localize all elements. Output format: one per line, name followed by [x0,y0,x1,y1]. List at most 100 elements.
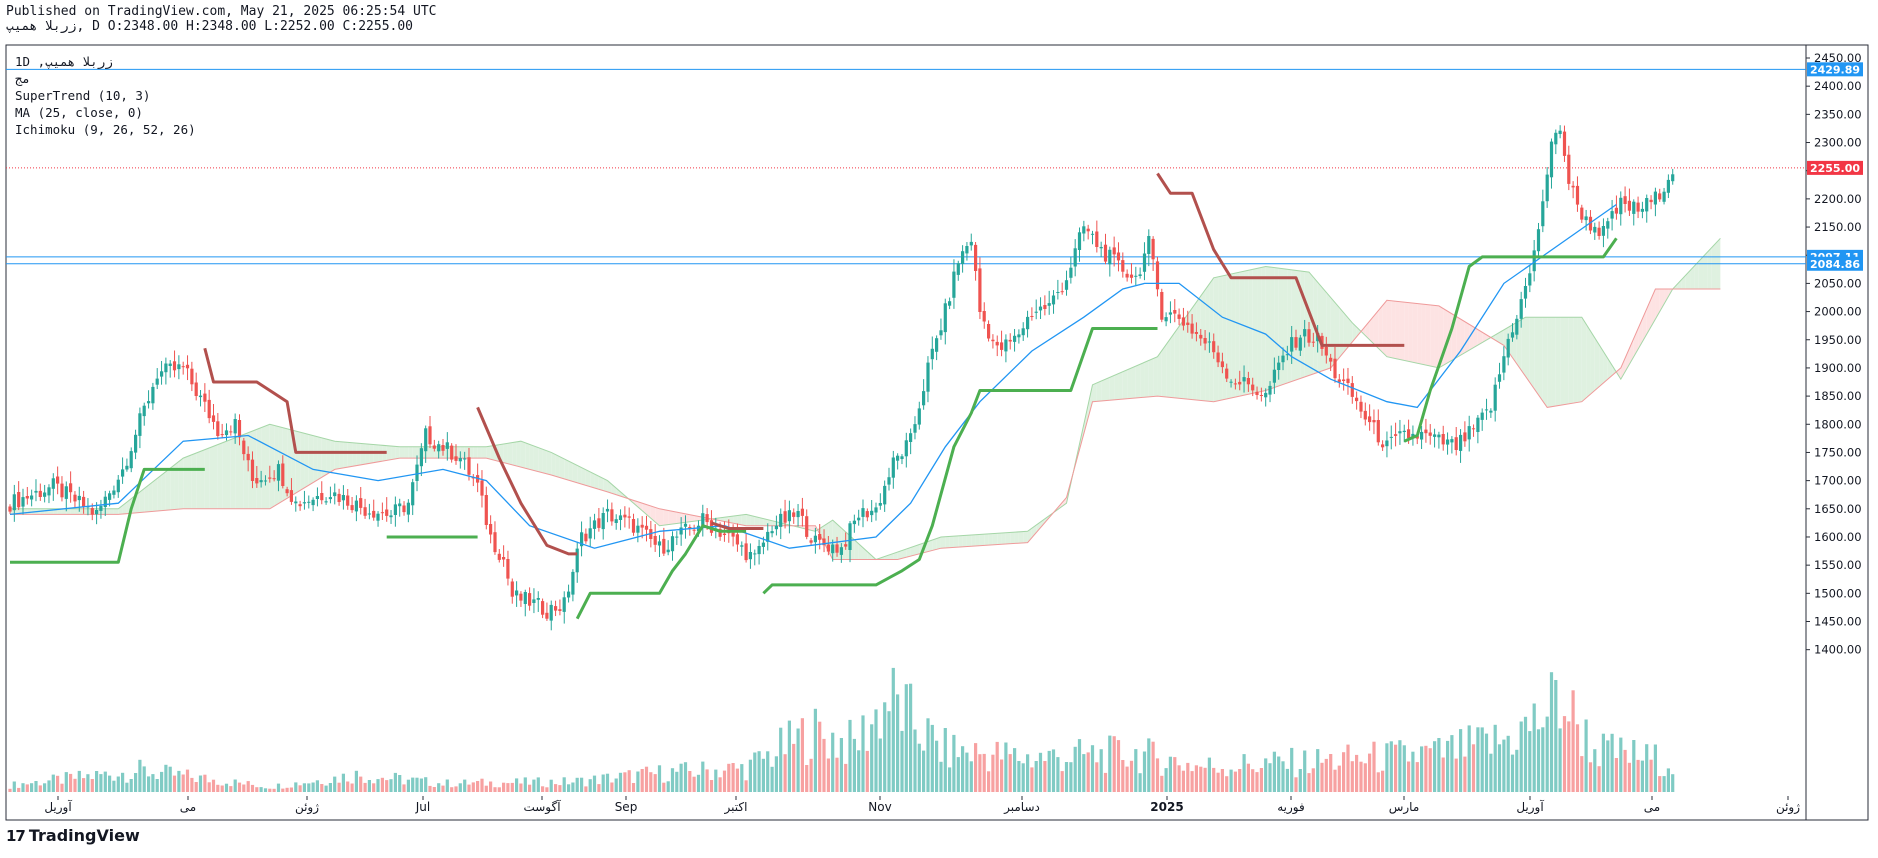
volume-bar [402,784,406,792]
candle-body [1324,347,1328,356]
volume-bar [818,721,822,792]
candle-body [463,458,467,460]
kumo-slice [538,447,543,473]
volume-bar [242,784,246,792]
volume-bar [510,782,514,792]
kumo-slice [61,508,67,515]
candle-body [1021,328,1025,336]
volume-bar [1168,756,1172,792]
candle-body [1000,342,1004,350]
volume-bar [878,738,882,792]
candle-body [1121,260,1125,272]
kumo-slice [1105,377,1110,401]
volume-bar [432,787,436,792]
candle-body [1428,432,1432,436]
volume-bar [69,773,73,792]
volume-bar [787,720,791,792]
candle-body [367,513,371,515]
time-tick-label: فوریه [1277,800,1305,815]
kumo-slice [1109,375,1115,401]
kumo-slice [1564,317,1569,405]
kumo-slice [135,491,140,513]
candle-body [943,303,947,333]
kumo-slice [1257,267,1262,393]
candle-body [1584,216,1588,221]
volume-bar [147,776,151,792]
candle-body [95,510,99,515]
candle-body [1376,420,1380,443]
price-tick-label: 2000.00 [1814,305,1862,319]
kumo-slice [118,505,123,515]
volume-bar [913,729,917,792]
candle-body [831,544,835,554]
volume-bar [302,783,306,792]
volume-bar [774,756,778,792]
price-tick-label: 1850.00 [1814,389,1862,403]
kumo-slice [391,446,396,460]
candle-body [1368,416,1372,423]
kumo-slice [979,534,985,546]
candle-body [1229,381,1233,383]
volume-bar [757,751,761,792]
candle-body [185,364,190,369]
kumo-slice [867,551,872,560]
price-tick-label: 1700.00 [1814,474,1862,488]
volume-bar [476,781,480,792]
volume-bar [969,761,973,792]
kumo-slice [724,516,729,523]
volume-bar [541,786,545,792]
supertrend-down-segment [203,347,387,454]
candle-body [1026,316,1030,330]
volume-bar [618,772,623,792]
volume-bar [471,782,475,792]
kumo-slice [486,446,491,460]
candle-body [1489,410,1493,413]
volume-bar [1571,690,1575,792]
candle-body [428,426,432,445]
volume-bar [1264,758,1268,792]
volume-bar [454,786,458,792]
kumo-slice [430,446,435,459]
candle-body [835,544,839,553]
volume-bar [415,777,419,792]
kumo-slice [1698,256,1704,290]
volume-bar [653,774,657,792]
candle-body [670,536,675,552]
candle-body [1034,311,1038,313]
candle-body [701,513,705,526]
volume-bar [1407,761,1411,792]
volume-bar [1186,762,1190,792]
volume-bar [1329,754,1333,792]
candle-body [177,364,181,370]
price-tick-label: 2150.00 [1814,220,1862,234]
candle-body [935,338,939,352]
volume-bar [1307,773,1311,792]
volume-bar [1623,749,1627,792]
candle-body [419,448,423,467]
candle-body [1597,227,1601,236]
candle-body [484,495,488,525]
candle-body [839,547,843,555]
candle-body [1480,412,1484,420]
kumo-slice [1534,317,1539,395]
volume-bar [1433,741,1437,792]
candle-body [289,490,293,502]
candle-body [1060,291,1064,293]
kumo-slice [1495,332,1500,343]
candle-body [328,497,332,500]
volume-bar [727,763,731,792]
kumo-slice [759,517,764,526]
volume-bar [1095,762,1099,792]
candle-body [510,581,514,597]
volume-bar [1229,769,1233,792]
volume-bar [640,769,644,792]
kumo-slice [477,446,482,459]
volume-bar [1216,772,1220,792]
candle-body [735,534,739,545]
volume-bar [1064,762,1069,792]
kumo-slice [1235,272,1240,398]
candle-body [878,503,882,506]
kumo-slice [520,441,526,469]
kumo-slice [83,508,88,515]
